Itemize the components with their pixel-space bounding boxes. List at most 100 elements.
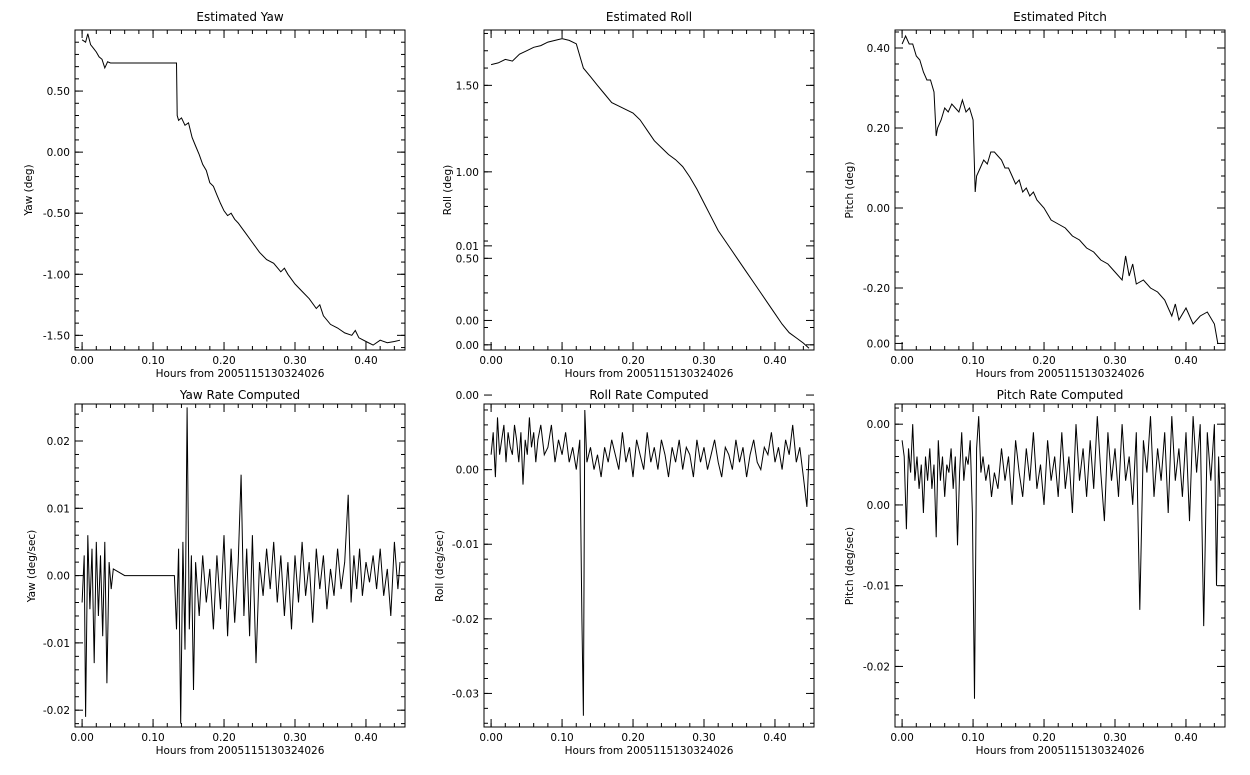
axis-tick-labels: 0.00 0.10 0.20 0.30 0.40 0.00 0.50 1.00 1.50	[456, 80, 787, 367]
axis-ticks	[75, 29, 405, 350]
plot-frame	[483, 29, 815, 351]
plot-estimated-yaw: Estimated Yaw Hours from 20051151303240​…	[23, 10, 406, 380]
x-tick-label: 0.20	[1032, 355, 1055, 367]
x-tick-label: 0.40	[763, 355, 786, 367]
y-tick-label: 0.00	[47, 147, 70, 159]
y-tick-label: -0.20	[863, 283, 890, 295]
series-line	[901, 416, 1221, 699]
y-tick-label: -0.03	[452, 688, 479, 700]
y-tick-label: -0.02	[43, 705, 70, 717]
series-line	[81, 33, 401, 346]
x-axis-label: Hours from 20051151303240​26	[156, 368, 325, 380]
axis-ticks	[75, 404, 405, 727]
y-tick-label: -0.50	[43, 208, 70, 220]
y-tick-label: -0.02	[863, 661, 890, 673]
series-line	[490, 409, 810, 716]
axis-ticks	[484, 30, 814, 350]
x-tick-label: 0.00	[479, 732, 502, 744]
x-tick-label: 0.10	[141, 732, 164, 744]
series-line	[490, 38, 810, 349]
plot-estimated-roll: Estimated Roll Hours from 20051151303240…	[442, 10, 815, 380]
y-tick-label: 1.00	[456, 167, 479, 179]
series-line	[81, 407, 401, 724]
y-axis-label: Pitch (deg/sec)	[844, 527, 856, 605]
x-tick-label: 0.40	[763, 732, 786, 744]
y-tick-label: 0.00	[456, 340, 479, 352]
chart-title: Estimated Yaw	[196, 10, 283, 24]
y-tick-label: 0.00	[867, 419, 890, 431]
plot-frame	[894, 403, 1226, 728]
x-axis-label: Hours from 20051151303240​26	[156, 745, 325, 757]
plot-frame	[894, 29, 1226, 351]
axis-tick-labels: 0.00 0.10 0.20 0.30 0.40 -0.20 0.00 0.20 0.40	[863, 43, 1198, 367]
plot-frame	[74, 403, 406, 728]
x-tick-label: 0.00	[70, 355, 93, 367]
y-tick-label: -0.01	[452, 539, 479, 551]
axis-tick-labels: 0.00 0.10 0.20 0.30 0.40 -0.02 -0.01 0.00 0.01 0.…	[43, 436, 378, 744]
chart-title: Estimated Roll	[606, 10, 692, 24]
plot-frame	[483, 403, 815, 728]
y-tick-label: -0.01	[863, 581, 890, 593]
x-axis-label: Hours from 20051151303240​26	[565, 745, 734, 757]
axis-tick-labels: 0.00 0.10 0.20 0.30 0.40-0.02-0.010.000.000.…	[863, 338, 1198, 744]
x-axis-label: Hours from 20051151303240​26	[565, 368, 734, 380]
x-tick-label: 0.10	[550, 355, 573, 367]
y-tick-label: 0.00	[867, 500, 890, 512]
x-tick-label: 0.30	[283, 732, 306, 744]
x-tick-label: 0.10	[961, 732, 984, 744]
chart-title: Pitch Rate Computed	[997, 388, 1124, 402]
axis-tick-labels: 0.00 0.10 0.20 0.30 0.40-0.03-0.02-0.010.000…	[452, 241, 787, 744]
x-tick-label: 0.00	[890, 355, 913, 367]
plot-yaw-rate: Yaw Rate Computed Hours from 20051151303…	[26, 388, 406, 757]
y-axis-label: Yaw (deg/sec)	[26, 530, 38, 604]
x-tick-label: 0.30	[1103, 732, 1126, 744]
x-axis-label: Hours from 20051151303240​26	[976, 745, 1145, 757]
axis-ticks	[895, 30, 1225, 350]
plot-frame	[74, 29, 406, 351]
y-tick-label: -1.50	[43, 330, 70, 342]
x-tick-label: 0.20	[212, 732, 235, 744]
y-axis-label: Roll (deg/sec)	[434, 530, 446, 602]
plot-estimated-pitch: Estimated Pitch Hours from 2005115130324…	[844, 10, 1226, 380]
y-tick-label: -0.01	[43, 638, 70, 650]
y-tick-label: 0.50	[456, 253, 479, 265]
x-axis-label: Hours from 20051151303240​26	[976, 368, 1145, 380]
x-tick-label: 0.30	[692, 355, 715, 367]
y-axis-label: Yaw (deg)	[23, 164, 35, 216]
y-tick-label: 0.01	[47, 503, 70, 515]
axis-tick-labels: 0.00 0.10 0.20 0.30 0.40 -1.50 -1.00 -0.50 0.00 0…	[43, 86, 378, 367]
y-tick-label: 0.00	[867, 203, 890, 215]
chart-title: Estimated Pitch	[1013, 10, 1107, 24]
x-tick-label: 0.30	[283, 355, 306, 367]
x-tick-label: 0.30	[1103, 355, 1126, 367]
x-tick-label: 0.40	[354, 732, 377, 744]
y-tick-label: 0.40	[867, 43, 890, 55]
x-tick-label: 0.20	[621, 355, 644, 367]
y-tick-label: 0.02	[47, 436, 70, 448]
x-tick-label: 0.40	[354, 355, 377, 367]
y-tick-label: 0.00	[456, 465, 479, 477]
chart-title: Yaw Rate Computed	[179, 388, 300, 402]
series-line	[901, 34, 1219, 345]
x-tick-label: 0.20	[212, 355, 235, 367]
plot-pitch-rate: Pitch Rate Computed Hours from 200511513…	[844, 338, 1226, 757]
y-tick-label: 0.50	[47, 86, 70, 98]
y-axis-label: Pitch (deg)	[844, 162, 856, 219]
x-tick-label: 0.30	[692, 732, 715, 744]
y-tick-label: 0.00	[456, 390, 479, 402]
x-tick-label: 0.00	[479, 355, 502, 367]
x-tick-label: 0.20	[621, 732, 644, 744]
x-tick-label: 0.00	[70, 732, 93, 744]
x-tick-label: 0.10	[141, 355, 164, 367]
x-tick-label: 0.40	[1174, 355, 1197, 367]
y-tick-label: -1.00	[43, 269, 70, 281]
y-tick-label: 1.50	[456, 80, 479, 92]
y-tick-label: 0.00	[47, 571, 70, 583]
x-tick-label: 0.00	[890, 732, 913, 744]
axis-ticks	[484, 245, 814, 727]
y-tick-label: 0.01	[456, 241, 479, 253]
x-tick-label: 0.20	[1032, 732, 1055, 744]
y-tick-label: 0.00	[456, 315, 479, 327]
y-tick-label: 0.00	[867, 338, 890, 350]
